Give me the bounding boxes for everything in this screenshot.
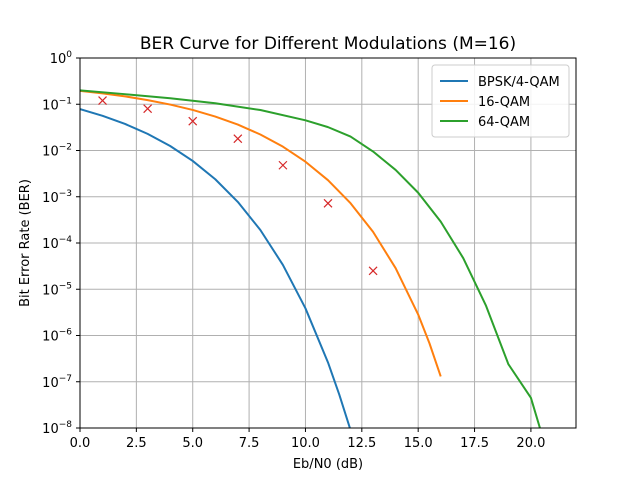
x-tick-label: 0.0: [70, 436, 91, 451]
y-tick-label: 10−5: [42, 281, 72, 298]
x-tick-label: 15.0: [404, 436, 433, 451]
marker-point: [368, 266, 378, 276]
y-tick-label: 10−2: [42, 143, 72, 160]
legend-label: 64-QAM: [478, 115, 530, 130]
marker-point: [143, 104, 153, 114]
x-axis-label: Eb/N0 (dB): [293, 457, 363, 472]
x-tick-label: 10.0: [291, 436, 320, 451]
chart-title: BER Curve for Different Modulations (M=1…: [140, 34, 516, 54]
x-tick-label: 5.0: [182, 436, 203, 451]
x-tick-label: 7.5: [239, 436, 260, 451]
y-tick-label: 10−4: [42, 235, 72, 252]
marker-point: [188, 116, 198, 126]
plot-area: [80, 89, 541, 428]
x-tick-label: 2.5: [126, 436, 147, 451]
legend: BPSK/4-QAM 16-QAM 64-QAM: [431, 64, 570, 138]
marker-point: [98, 96, 107, 106]
y-tick-label: 10−8: [42, 420, 72, 437]
marker-point: [233, 134, 243, 144]
y-tick-label: 10−7: [42, 374, 72, 391]
legend-label: 16-QAM: [478, 95, 530, 110]
x-tick-label: 20.0: [516, 436, 545, 451]
legend-box: [431, 64, 570, 138]
series-line-16-qam: [80, 89, 442, 377]
legend-label: BPSK/4-QAM: [478, 75, 560, 90]
y-axis: 100 10−1 10−2 10−3 10−4 10−5 10−6 10−7 10−8: [42, 50, 80, 437]
x-axis: 0.0 2.5 5.0 7.5 10.0 12.5 15.0 17.5 20.0: [70, 428, 545, 451]
series-line-64-qam: [80, 89, 541, 428]
marker-point: [278, 160, 288, 170]
series-line-bpsk-4-qam: [80, 108, 351, 428]
marker-point: [323, 198, 333, 208]
y-tick-label: 10−6: [42, 328, 72, 345]
y-tick-label: 10−3: [42, 189, 72, 206]
y-tick-label: 100: [50, 50, 73, 67]
x-tick-label: 12.5: [347, 436, 376, 451]
y-tick-label: 10−1: [42, 96, 72, 113]
y-axis-label: Bit Error Rate (BER): [18, 179, 33, 307]
x-tick-label: 17.5: [460, 436, 489, 451]
